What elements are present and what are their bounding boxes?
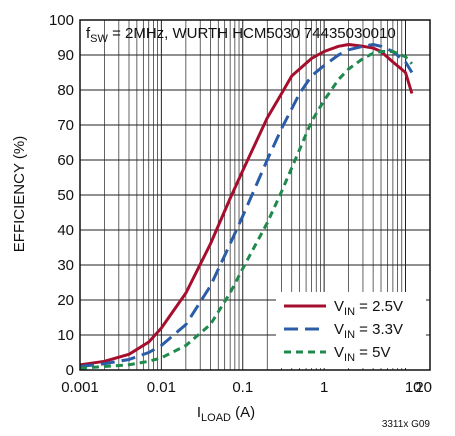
y-tick-label: 10 (57, 327, 74, 344)
x-axis-label-main: I (197, 404, 201, 421)
conditions-annotation: fSW = 2MHz, WURTH HCM5030 74435030010 (86, 25, 396, 45)
legend: VIN = 2.5V VIN = 3.3V VIN = 5V (276, 292, 426, 368)
x-tick-label: 10 (405, 379, 422, 396)
y-tick-label: 70 (57, 117, 74, 134)
series-line-2 (79, 43, 414, 368)
annotation-suffix: = 2MHz, WURTH HCM5030 74435030010 (108, 25, 396, 42)
y-tick-labels: 0 10 20 30 40 50 60 70 80 90 100 (49, 12, 74, 379)
legend-label-2: VIN = 3.3V (334, 321, 403, 341)
y-tick-label: 20 (57, 292, 74, 309)
x-axis-label-sub: LOAD (201, 412, 231, 424)
y-tick-label: 80 (57, 82, 74, 99)
legend-label-1: VIN = 2.5V (334, 298, 403, 318)
annotation-sub: SW (90, 33, 108, 45)
x-tick-label: 0.001 (61, 379, 99, 396)
y-tick-label: 40 (57, 222, 74, 239)
annotation-prefix: f (86, 25, 91, 42)
x-tick-label: 20 (415, 379, 432, 396)
y-tick-label: 50 (57, 187, 74, 204)
plot-frame (79, 19, 431, 371)
y-tick-label: 30 (57, 257, 74, 274)
y-axis-label: EFFICIENCY (%) (11, 136, 28, 252)
y-tick-label: 60 (57, 152, 74, 169)
x-axis-label-suffix: (A) (231, 404, 255, 421)
series-layer (79, 43, 414, 370)
y-tick-label: 100 (49, 12, 74, 29)
series-line-1 (79, 43, 414, 367)
legend-label-3: VIN = 5V (334, 344, 390, 364)
x-tick-label: 0.01 (147, 379, 176, 396)
y-tick-label: 0 (66, 362, 74, 379)
y-tick-label: 90 (57, 47, 74, 64)
x-axis-label: ILOAD (A) (197, 404, 255, 424)
series-line-3 (79, 50, 414, 370)
x-tick-label: 0.1 (232, 379, 253, 396)
figure-code: 3311x G09 (382, 419, 431, 430)
x-tick-label: 1 (320, 379, 328, 396)
